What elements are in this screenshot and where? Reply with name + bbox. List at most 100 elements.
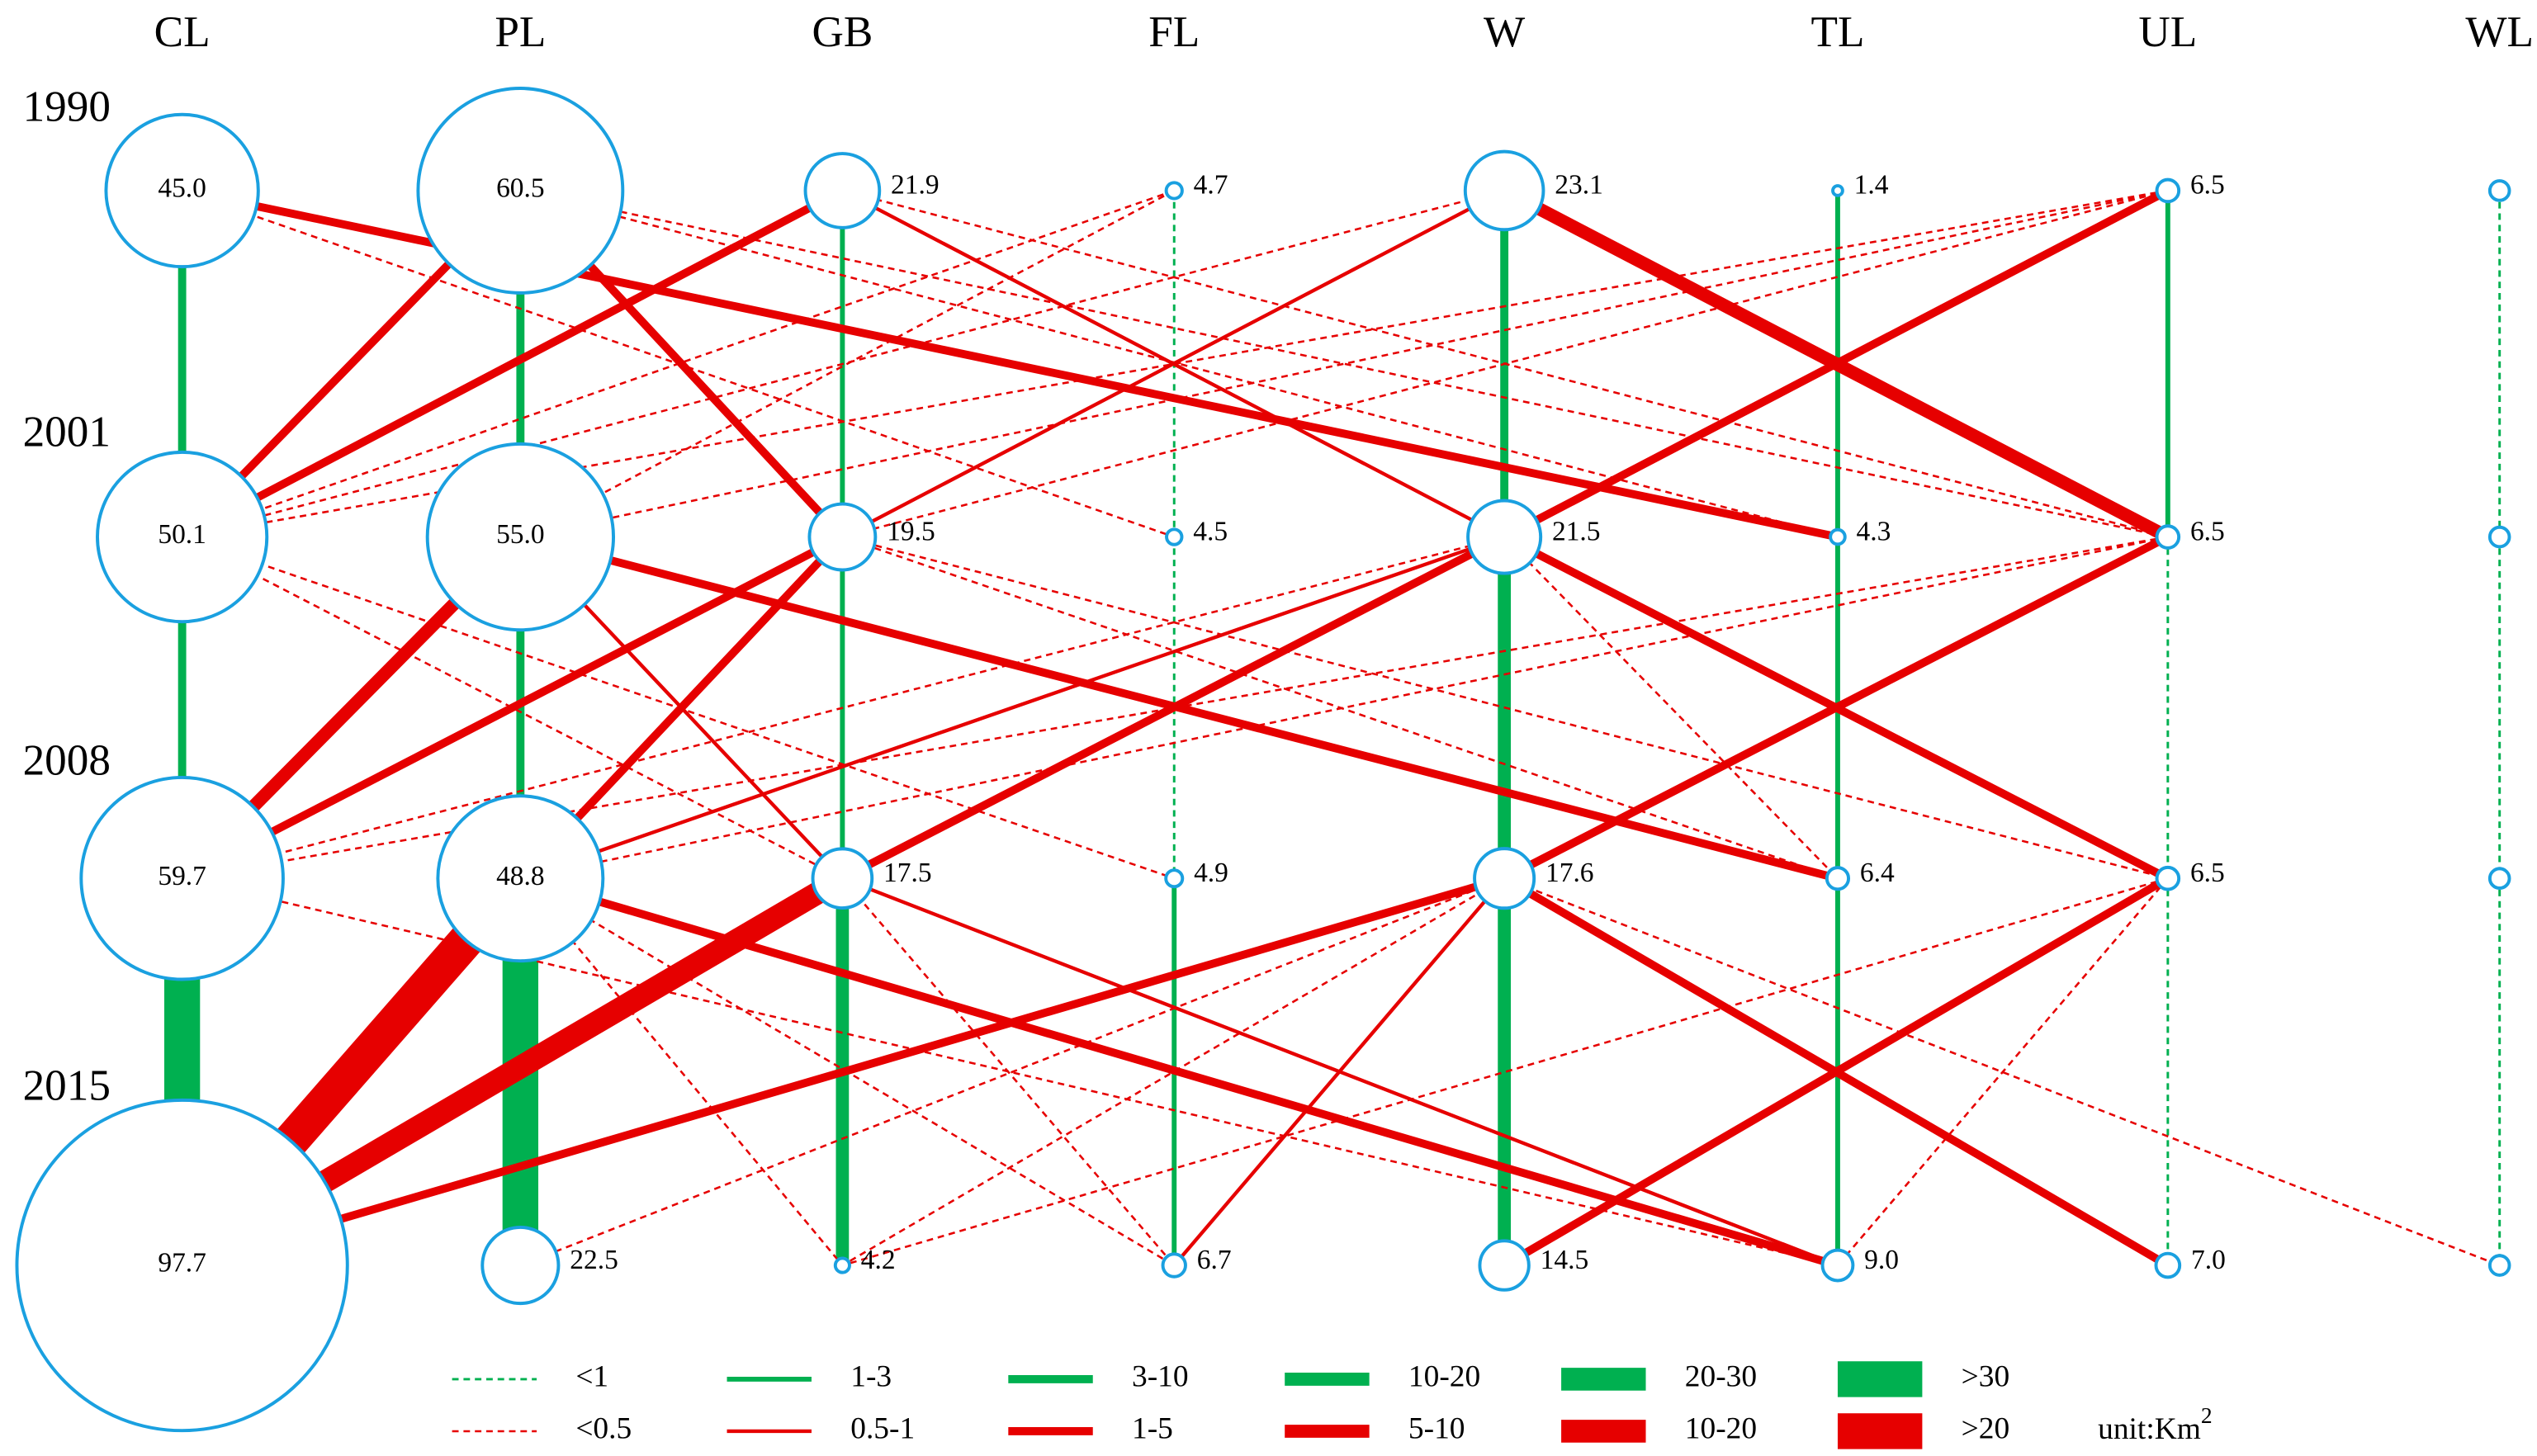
node-value: 6.4 xyxy=(1860,858,1895,888)
column-header: W xyxy=(1484,7,1526,56)
legend-label: >20 xyxy=(1962,1412,2010,1446)
land-node xyxy=(833,1256,851,1274)
node-value: 6.5 xyxy=(2190,516,2225,546)
land-node xyxy=(1831,184,1844,197)
land-node xyxy=(803,152,882,229)
legend-label: 10-20 xyxy=(1408,1360,1480,1394)
land-node xyxy=(480,1225,561,1306)
land-node xyxy=(1825,866,1851,891)
transition-edge xyxy=(520,189,2169,538)
legend-label: 1-5 xyxy=(1132,1412,1173,1446)
column-header: TL xyxy=(1810,7,1864,56)
land-node xyxy=(1164,868,1185,889)
node-value: 50.1 xyxy=(158,519,206,550)
transition-edge xyxy=(182,189,1505,538)
legend-label: 5-10 xyxy=(1408,1412,1465,1446)
land-node xyxy=(79,775,285,981)
node-value: 7.0 xyxy=(2191,1245,2226,1275)
land-node xyxy=(2487,179,2511,202)
nodes xyxy=(15,87,2511,1433)
legend-label: >30 xyxy=(1962,1360,2010,1394)
land-node xyxy=(2155,865,2181,891)
year-label: 2001 xyxy=(23,408,111,456)
land-node xyxy=(96,450,269,624)
node-value: 48.8 xyxy=(496,861,545,891)
transition-edge xyxy=(841,189,1506,539)
transition-edge xyxy=(1836,877,2169,1266)
transition-edge xyxy=(1503,536,1839,880)
node-value: 4.2 xyxy=(861,1245,896,1275)
land-node xyxy=(2487,1254,2511,1277)
transition-edge xyxy=(520,189,2169,538)
land-node xyxy=(2154,1251,2182,1279)
land-node xyxy=(2155,177,2181,204)
land-node xyxy=(425,442,616,632)
land-node xyxy=(2487,867,2511,891)
transition-edge xyxy=(842,536,2169,880)
labels: CL PL GB FL W TL UL WL 1990 2001 2008 2015 45.0 60.5 2… xyxy=(23,7,2534,1449)
land-node xyxy=(1478,1239,1531,1292)
legend-label: 0.5-1 xyxy=(850,1412,915,1446)
transition-edge xyxy=(182,536,1175,880)
node-value: 9.0 xyxy=(1864,1245,1899,1275)
column-header: CL xyxy=(154,7,211,56)
node-value: 59.7 xyxy=(158,861,206,891)
land-node xyxy=(1161,1252,1187,1279)
column-header: FL xyxy=(1148,7,1200,56)
node-value: 17.5 xyxy=(883,858,932,888)
transition-edge xyxy=(1502,874,2170,1269)
transition-edge xyxy=(182,536,843,880)
transition-edge xyxy=(1502,533,2170,882)
legend-label: 1-3 xyxy=(850,1360,892,1394)
transition-edge xyxy=(842,189,2169,538)
node-value: 1.4 xyxy=(1854,170,1889,201)
land-node xyxy=(436,794,605,963)
unit-sup: 2 xyxy=(2201,1403,2213,1429)
node-value: 55.0 xyxy=(496,519,545,550)
node-value: 21.9 xyxy=(891,170,940,201)
node-value: 4.7 xyxy=(1194,170,1228,201)
transition-edge xyxy=(840,533,1507,882)
legend-unit: unit:Km2 xyxy=(2098,1403,2212,1446)
transition-edge xyxy=(182,877,1839,1267)
transition-edge xyxy=(519,877,1175,1267)
legend-label: <0.5 xyxy=(575,1412,632,1446)
transition-edge xyxy=(518,874,1839,1269)
transition-edge xyxy=(519,535,1505,881)
land-node xyxy=(807,502,878,572)
transition-edge xyxy=(520,536,2169,880)
land-node xyxy=(2155,524,2181,550)
legend-label: 20-30 xyxy=(1685,1360,1757,1394)
column-header: PL xyxy=(495,7,546,56)
land-node xyxy=(1164,181,1184,201)
unit-text: unit:Km xyxy=(2098,1412,2201,1446)
transition-edge xyxy=(841,877,1505,1267)
legend-label: 10-20 xyxy=(1685,1412,1757,1446)
legend-label: 3-10 xyxy=(1132,1360,1189,1394)
node-value: 4.3 xyxy=(1857,516,1891,546)
node-value: 4.5 xyxy=(1193,516,1228,546)
land-node xyxy=(15,1098,349,1433)
land-node xyxy=(2487,525,2511,549)
land-node xyxy=(104,112,260,269)
land-node xyxy=(1165,527,1184,546)
transition-edge xyxy=(1172,877,1506,1267)
year-label: 2015 xyxy=(23,1061,111,1109)
land-node xyxy=(811,847,874,910)
node-value: 21.5 xyxy=(1552,516,1601,546)
node-value: 45.0 xyxy=(158,173,206,204)
land-node xyxy=(1466,499,1543,575)
column-header: GB xyxy=(812,7,873,56)
land-node xyxy=(1829,527,1847,546)
node-value: 17.6 xyxy=(1545,858,1594,888)
column-header: UL xyxy=(2138,7,2197,56)
transition-edge xyxy=(182,189,1175,538)
node-value: 23.1 xyxy=(1555,170,1603,201)
node-value: 4.9 xyxy=(1194,858,1228,888)
column-header: WL xyxy=(2465,7,2534,56)
node-value: 6.5 xyxy=(2190,858,2225,888)
transition-edge xyxy=(519,877,1505,1267)
node-value: 97.7 xyxy=(158,1248,206,1279)
transition-edge xyxy=(519,189,1175,538)
transition-edge xyxy=(180,187,845,541)
